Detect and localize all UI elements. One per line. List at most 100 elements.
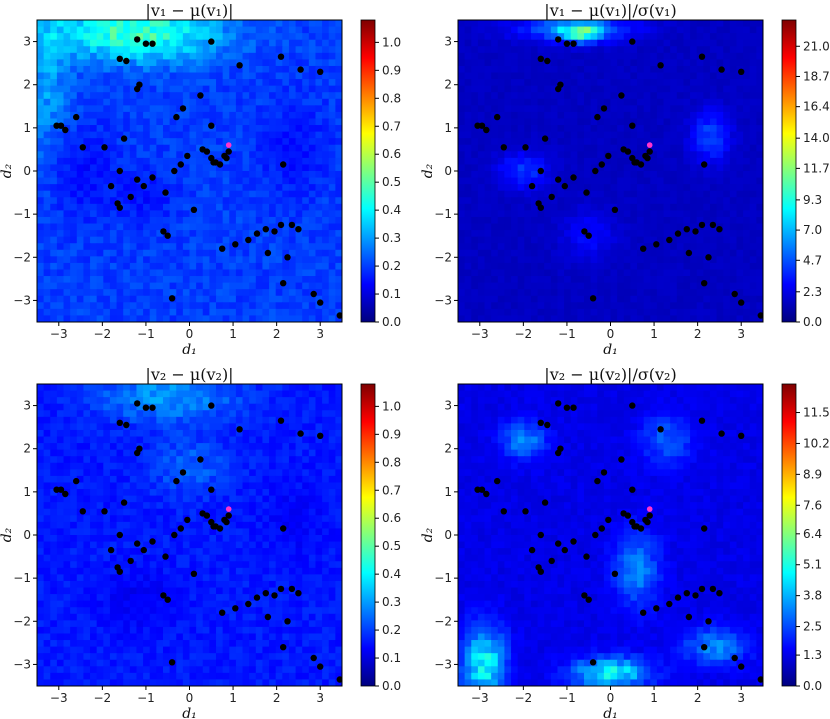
data-point	[570, 174, 577, 181]
data-point	[685, 613, 693, 621]
data-point	[277, 585, 285, 593]
data-point	[698, 417, 706, 424]
data-point	[618, 92, 625, 99]
data-point	[592, 167, 599, 175]
data-point	[583, 189, 590, 196]
data-point	[101, 144, 108, 151]
data-point	[53, 486, 60, 493]
data-point	[236, 62, 243, 69]
y-axis-label: d₂	[0, 163, 15, 178]
data-point	[219, 245, 226, 252]
data-point	[116, 531, 124, 539]
colorbar: 0.0 2.3 4.7 7.0 9.3 11.7 14.0 16.4 18.7 21.0	[781, 19, 830, 329]
colorbar-tick-label: 0.6	[382, 511, 401, 525]
data-point	[208, 38, 215, 45]
chart-title: |v₂ − μ(v₂)|	[145, 365, 233, 384]
y-tick-label: 0	[23, 164, 31, 178]
data-point	[310, 290, 317, 298]
data-point	[624, 512, 632, 519]
data-point	[177, 525, 184, 532]
data-point	[594, 113, 601, 121]
x-tick-label: 3	[316, 691, 324, 705]
x-tick-label: 1	[650, 327, 658, 341]
data-point	[701, 280, 708, 287]
data-point	[561, 546, 568, 554]
data-point	[134, 449, 141, 457]
data-point	[79, 144, 87, 151]
data-point	[184, 516, 191, 524]
colorbar-tick-label: 10.2	[803, 436, 830, 450]
scatter-points	[53, 400, 342, 683]
y-tick-label: 3	[444, 35, 452, 49]
data-point	[107, 182, 115, 190]
data-point	[570, 40, 577, 47]
data-point	[336, 676, 342, 683]
y-tick-label: 3	[444, 399, 452, 413]
data-point	[142, 40, 150, 47]
x-tick-label: −2	[94, 327, 112, 341]
data-point	[657, 426, 664, 433]
data-point	[633, 159, 640, 166]
data-point	[297, 66, 304, 73]
data-point	[698, 585, 706, 593]
data-point	[709, 221, 717, 229]
data-point	[666, 600, 673, 608]
data-point	[581, 228, 588, 235]
chart-title: |v₂ − μ(v₂)|/σ(v₂)	[544, 365, 676, 384]
colorbar-tick-label: 0.9	[382, 63, 401, 77]
scatter-points	[474, 36, 763, 319]
y-tick-label: 2	[23, 442, 31, 456]
colorbar-tick-label: 1.3	[803, 648, 822, 662]
colorbar-tick-label: 2.5	[803, 620, 822, 634]
x-tick-label: −3	[471, 691, 489, 705]
data-point	[62, 126, 69, 134]
colorbar-tick-label: 9.3	[803, 193, 822, 207]
data-point	[179, 105, 187, 112]
data-point	[583, 553, 590, 560]
data-point	[581, 592, 588, 599]
data-point	[336, 312, 342, 319]
data-point	[134, 85, 141, 93]
data-point	[116, 568, 124, 575]
data-point	[57, 122, 65, 129]
x-tick-label: −1	[558, 327, 576, 341]
data-point	[683, 590, 690, 597]
colorbar-tick-label: 18.7	[803, 69, 830, 83]
data-point	[570, 404, 577, 411]
colorbar-tick-label: 0.0	[803, 315, 822, 329]
data-point	[640, 609, 647, 616]
data-point	[134, 176, 141, 183]
data-point	[127, 193, 134, 201]
x-tick-label: −2	[94, 691, 112, 705]
data-point	[232, 605, 239, 612]
data-point	[223, 154, 230, 162]
data-point	[611, 206, 619, 213]
data-point	[73, 113, 80, 121]
data-point	[666, 236, 673, 244]
colorbar-tick-label: 2.3	[803, 285, 822, 299]
colorbar-tick-label: 0.0	[382, 315, 401, 329]
y-tick-label: −3	[434, 657, 452, 671]
data-point	[271, 228, 278, 235]
x-axis-label: d₁	[182, 342, 197, 358]
y-tick-label: 1	[23, 121, 31, 135]
data-point	[116, 55, 124, 62]
data-point	[563, 404, 571, 411]
scatter-points	[474, 400, 763, 683]
data-point	[701, 644, 708, 651]
highlight-point	[225, 142, 232, 148]
data-point	[692, 228, 699, 235]
x-tick-label: 1	[650, 691, 658, 705]
colorbar-tick-label: 11.5	[803, 406, 830, 420]
colorbar-tick-label: 0.5	[382, 175, 401, 189]
data-point	[173, 477, 180, 485]
data-point	[483, 126, 490, 134]
data-point	[478, 486, 486, 493]
colorbar-tick-label: 1.0	[382, 35, 401, 49]
data-point	[120, 135, 128, 142]
data-point	[605, 152, 612, 160]
data-point	[297, 430, 304, 437]
data-point	[295, 226, 302, 233]
